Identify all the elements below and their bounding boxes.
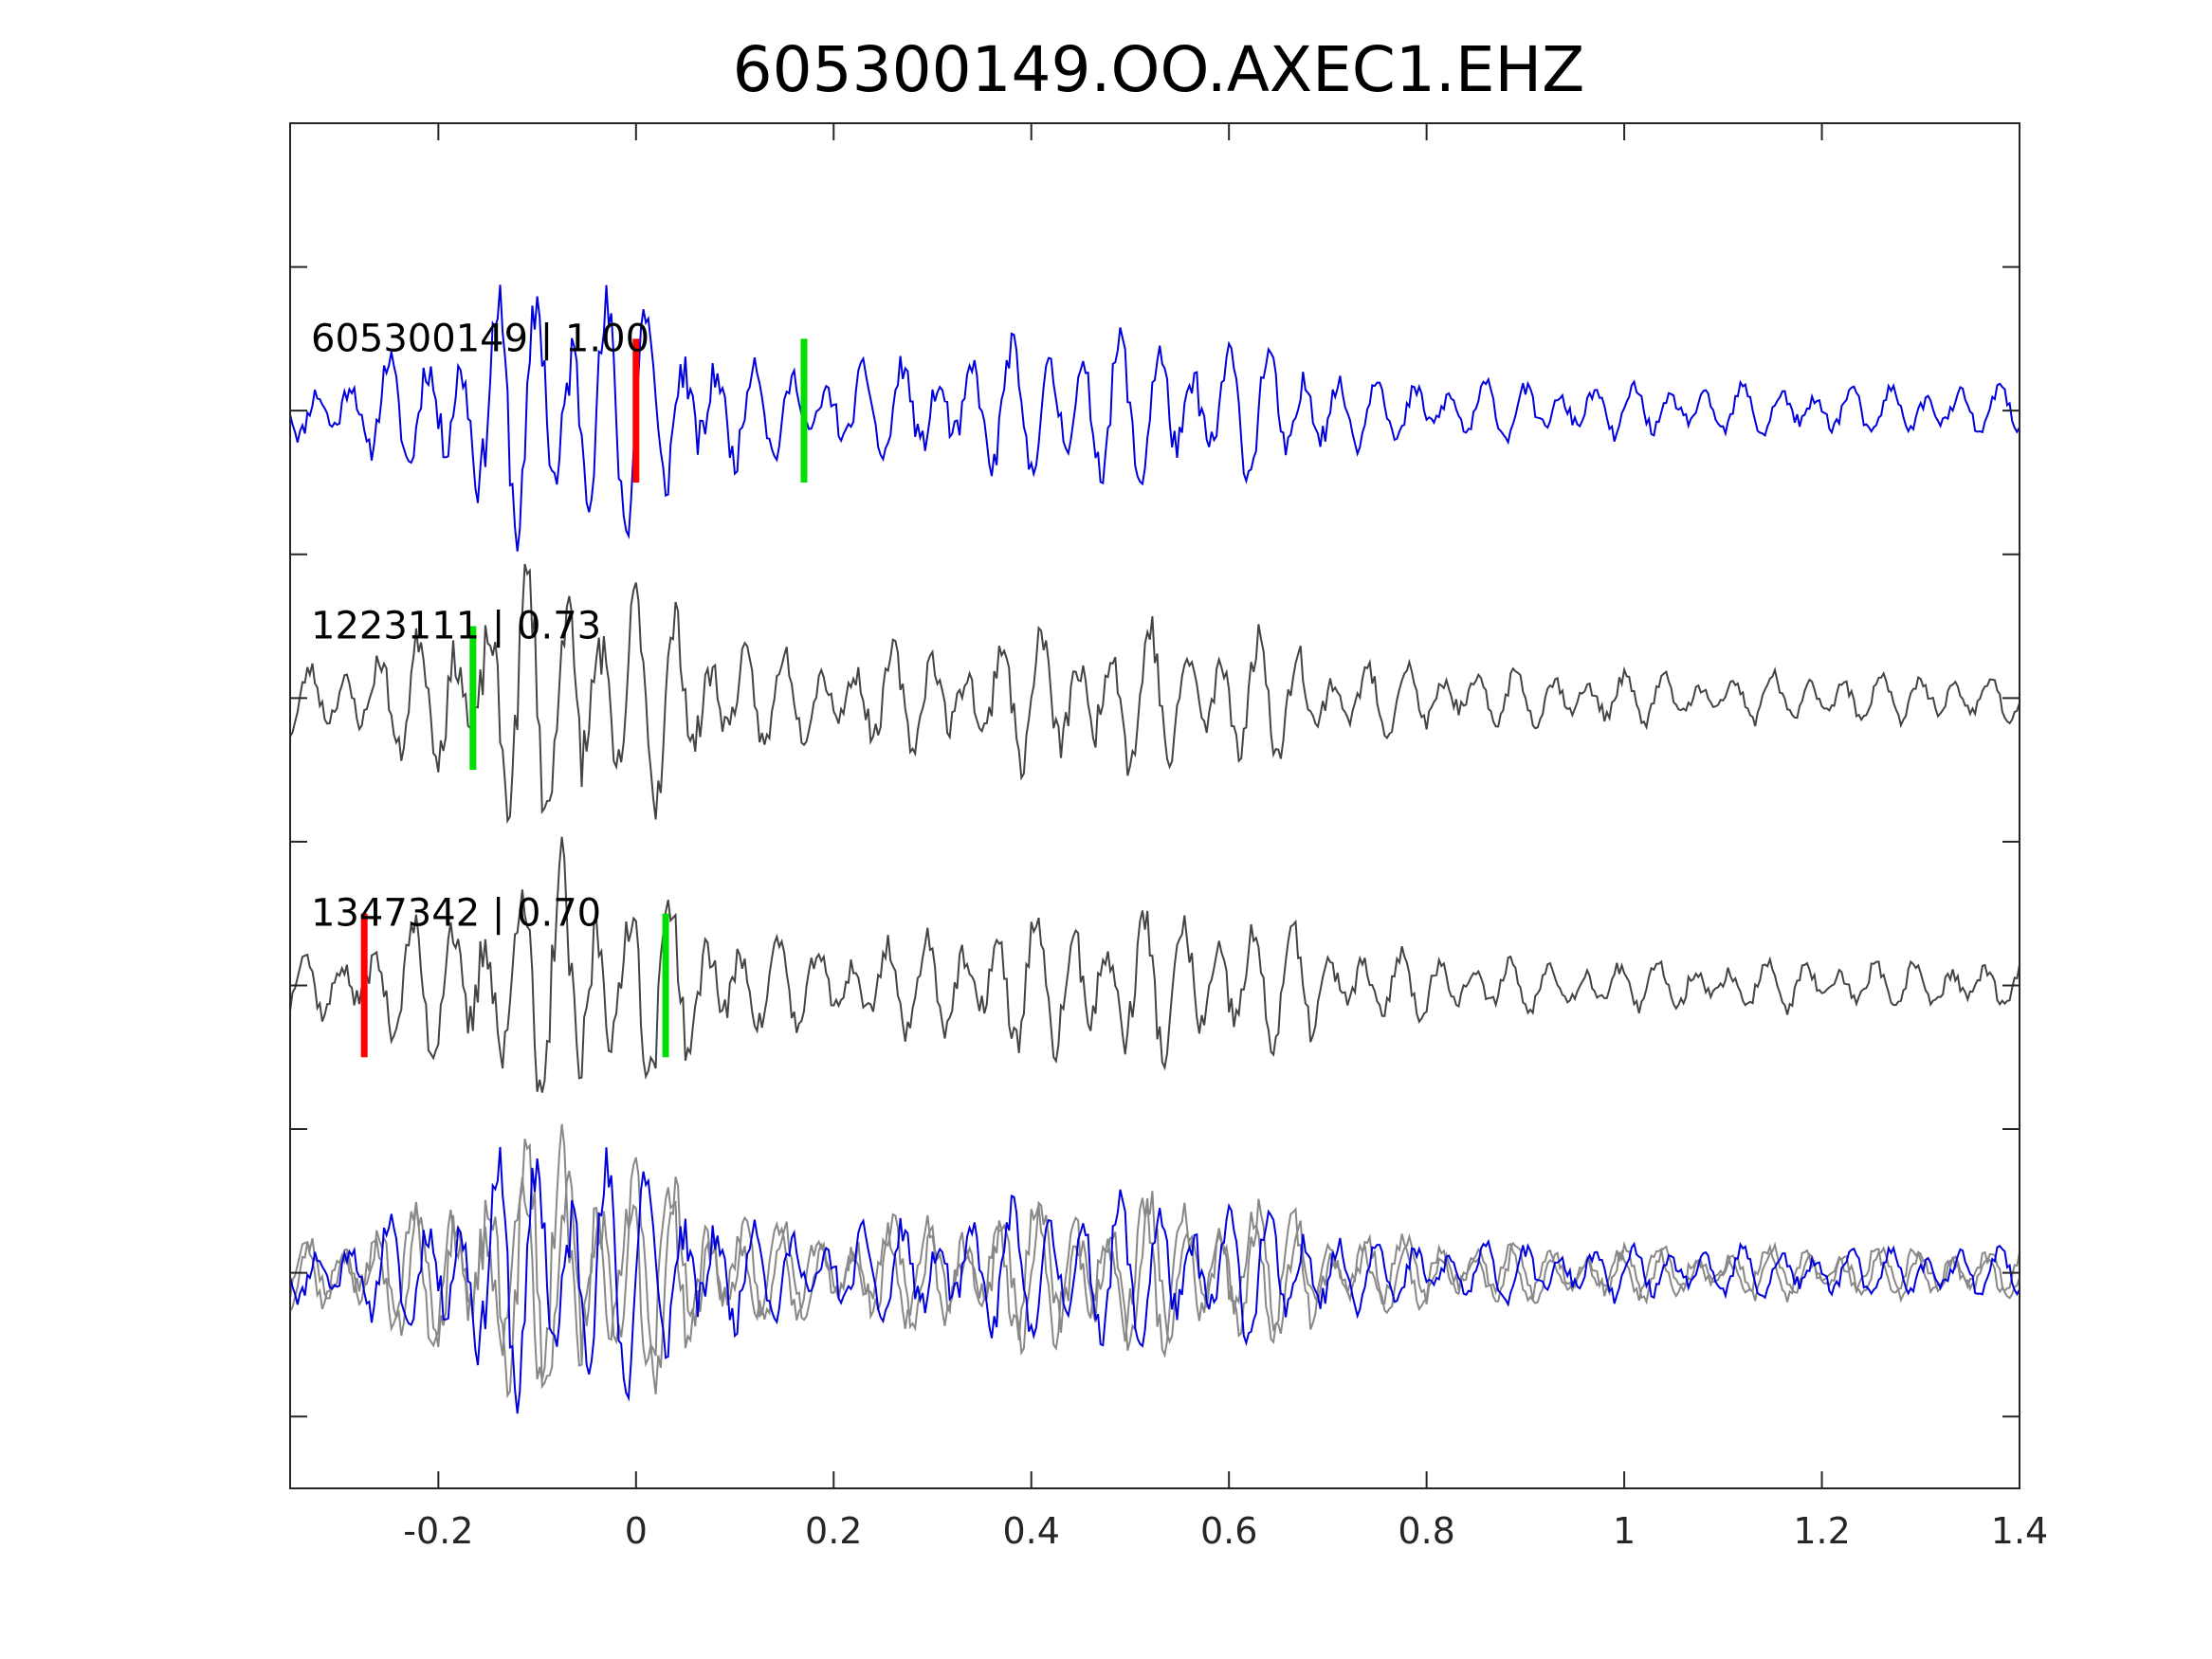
axes-frame (289, 122, 2020, 1489)
x-tick-label: -0.2 (403, 1510, 473, 1552)
x-tick-label: 1 (1613, 1510, 1636, 1552)
chart-title: 605300149.OO.AXEC1.EHZ (733, 33, 1585, 106)
x-tick-label: 0.8 (1398, 1510, 1454, 1552)
waveform-trace-3 (289, 836, 2020, 1093)
x-tick-label: 1.2 (1793, 1510, 1850, 1552)
trace-label: 605300149 | 1.00 (311, 317, 649, 360)
axis-ticks: -0.2 0 0.2 0.4 0.6 0.8 1 1.2 1.4 (290, 123, 2048, 1552)
x-tick-label: 0.6 (1200, 1510, 1257, 1552)
waveform-trace-1 (289, 284, 2020, 552)
plot-area (289, 284, 2020, 1414)
x-tick-label: 0 (625, 1510, 648, 1552)
waveform-trace-2 (289, 563, 2020, 825)
overlay-trace-neighbor (289, 1123, 2020, 1380)
trace-label: 1347342 | 0.70 (311, 892, 601, 936)
overlay-trace-master (289, 1146, 2020, 1414)
trace-labels: 605300149 | 1.00 1223111 | 0.73 1347342 | … (311, 317, 649, 935)
x-tick-label: 1.4 (1991, 1510, 2048, 1552)
x-tick-label: 0.2 (805, 1510, 862, 1552)
trace-label: 1223111 | 0.73 (311, 605, 601, 648)
x-tick-label: 0.4 (1002, 1510, 1059, 1552)
